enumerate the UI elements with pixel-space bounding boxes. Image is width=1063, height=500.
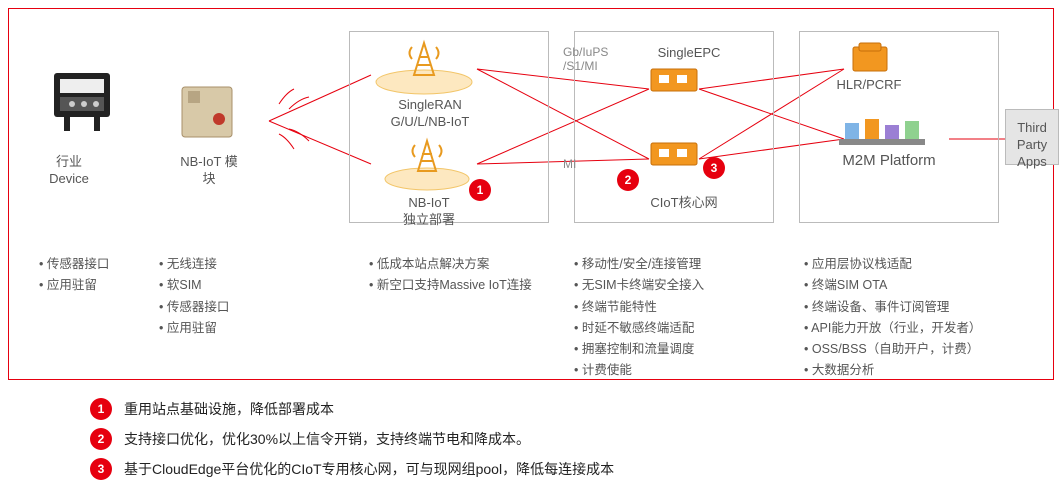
bullet-item: 应用驻留: [39, 275, 149, 296]
bullet-item: 应用层协议栈适配: [804, 254, 1063, 275]
ciot-icon: [649, 141, 699, 171]
ciot-label: CIoT核心网: [619, 195, 749, 212]
bullet-item: 终端节能特性: [574, 297, 784, 318]
footer-badge-1: 1: [90, 398, 112, 420]
footer-badge-2: 2: [90, 428, 112, 450]
bullets-device: 传感器接口应用驻留: [39, 254, 149, 297]
footer-text-3: 基于CloudEdge平台优化的CIoT专用核心网，可与现网组pool，降低每连…: [124, 459, 614, 479]
module-label-2: 块: [202, 171, 215, 186]
nbiot-icon: [377, 135, 477, 193]
epc-icon: [649, 67, 699, 97]
bullet-item: 大数据分析: [804, 360, 1063, 381]
bullet-item: 无SIM卡终端安全接入: [574, 275, 784, 296]
bullet-item: 传感器接口: [39, 254, 149, 275]
link-label-gb: Gb/IuPS /S1/MI: [563, 45, 608, 73]
bullet-item: 移动性/安全/连接管理: [574, 254, 784, 275]
device-label-1: 行业: [56, 154, 82, 169]
nbiot-label: NB-IoT 独立部署: [369, 195, 489, 229]
badge-1: 1: [469, 179, 491, 201]
bullet-item: 计费使能: [574, 360, 784, 381]
hlr-label: HLR/PCRF: [809, 77, 929, 94]
bullets-ran: 低成本站点解决方案新空口支持Massive IoT连接: [369, 254, 549, 297]
badge-3: 3: [703, 157, 725, 179]
bullet-item: API能力开放（行业，开发者）: [804, 318, 1063, 339]
bullets-core: 移动性/安全/连接管理无SIM卡终端安全接入终端节能特性时延不敏感终端适配拥塞控…: [574, 254, 784, 382]
footer-badge-3: 3: [90, 458, 112, 480]
tp-label-1: Third Party: [1017, 120, 1047, 152]
footer-row-3: 3 基于CloudEdge平台优化的CIoT专用核心网，可与现网组pool，降低每…: [90, 458, 614, 480]
ran-icon: [369, 37, 479, 97]
device-label: 行业 Device: [19, 154, 119, 188]
bullet-item: 传感器接口: [159, 297, 279, 318]
module-icon: [174, 79, 244, 149]
epc-label: SingleEPC: [629, 45, 749, 62]
diagram-root: 行业 Device NB-IoT 模 块 SingleRAN G/U/L/NB-…: [0, 0, 1063, 500]
footer-notes: 1 重用站点基础设施，降低部署成本 2 支持接口优化，优化30%以上信令开销，支持终端…: [90, 390, 614, 488]
outer-panel: 行业 Device NB-IoT 模 块 SingleRAN G/U/L/NB-…: [8, 8, 1054, 380]
bullet-item: 拥塞控制和流量调度: [574, 339, 784, 360]
bullet-item: 软SIM: [159, 275, 279, 296]
footer-text-1: 重用站点基础设施，降低部署成本: [124, 399, 334, 419]
module-label: NB-IoT 模 块: [154, 154, 264, 188]
meter-icon: [44, 59, 124, 139]
footer-row-1: 1 重用站点基础设施，降低部署成本: [90, 398, 614, 420]
badge-2: 2: [617, 169, 639, 191]
m2m-label: M2M Platform: [809, 151, 969, 171]
module-label-1: NB-IoT 模: [180, 154, 238, 169]
bullets-module: 无线连接软SIM传感器接口应用驻留: [159, 254, 279, 339]
tp-label-2: Apps: [1017, 154, 1047, 169]
m2m-icon: [837, 113, 927, 149]
footer-row-2: 2 支持接口优化，优化30%以上信令开销，支持终端节电和降成本。: [90, 428, 614, 450]
bullet-item: 终端设备、事件订阅管理: [804, 297, 1063, 318]
bullet-item: 无线连接: [159, 254, 279, 275]
hlr-icon: [849, 41, 893, 75]
footer-text-2: 支持接口优化，优化30%以上信令开销，支持终端节电和降成本。: [124, 429, 530, 449]
bullets-platform: 应用层协议栈适配终端SIM OTA终端设备、事件订阅管理API能力开放（行业，开…: [804, 254, 1063, 382]
link-label-mi: MI: [563, 157, 576, 171]
bullet-item: 终端SIM OTA: [804, 275, 1063, 296]
ran-label: SingleRAN G/U/L/NB-IoT: [365, 97, 495, 131]
bullet-item: 时延不敏感终端适配: [574, 318, 784, 339]
bullet-item: 新空口支持Massive IoT连接: [369, 275, 549, 296]
device-label-2: Device: [49, 171, 89, 186]
bullet-item: 低成本站点解决方案: [369, 254, 549, 275]
bullet-item: OSS/BSS（自助开户，计费）: [804, 339, 1063, 360]
third-party-box: Third Party Apps: [1005, 109, 1059, 165]
bullet-item: 应用驻留: [159, 318, 279, 339]
